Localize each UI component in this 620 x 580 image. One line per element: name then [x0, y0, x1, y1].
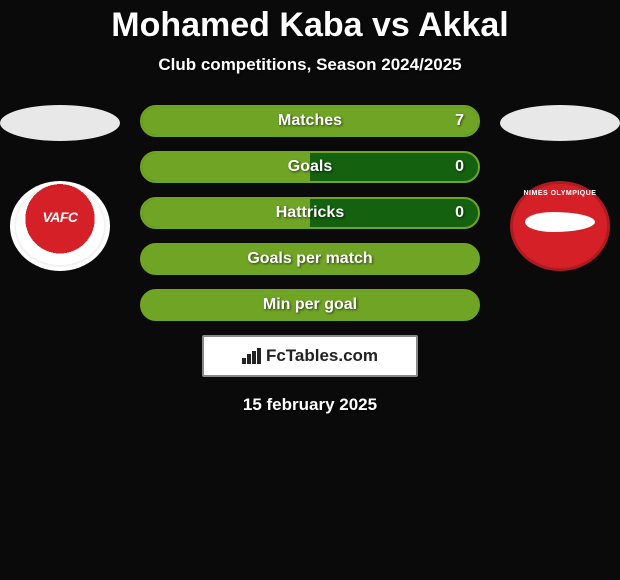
brand-text: FcTables.com [266, 346, 378, 366]
stats-list: Matches7Goals0Hattricks0Goals per matchM… [140, 105, 480, 321]
stat-row: Hattricks0 [140, 197, 480, 229]
brand-box[interactable]: FcTables.com [202, 335, 418, 377]
stat-label: Goals [142, 158, 478, 176]
stat-label: Goals per match [142, 250, 478, 268]
flag-left-placeholder [0, 105, 120, 141]
club-badge-left: VAFC [10, 181, 110, 271]
snapshot-date: 15 february 2025 [0, 395, 620, 415]
club-badge-right: NIMES OLYMPIQUE [510, 181, 610, 271]
stat-row: Matches7 [140, 105, 480, 137]
player-left-column: VAFC [0, 105, 120, 271]
bar-chart-icon [242, 348, 262, 364]
club-badge-left-text: VAFC [42, 209, 77, 225]
stat-value-right: 0 [455, 204, 464, 222]
page-subtitle: Club competitions, Season 2024/2025 [0, 55, 620, 75]
page-title: Mohamed Kaba vs Akkal [0, 0, 620, 45]
flag-right-placeholder [500, 105, 620, 141]
stat-row: Goals per match [140, 243, 480, 275]
stat-row: Min per goal [140, 289, 480, 321]
player-right-column: NIMES OLYMPIQUE [500, 105, 620, 271]
stat-row: Goals0 [140, 151, 480, 183]
stat-label: Min per goal [142, 296, 478, 314]
club-badge-right-text: NIMES OLYMPIQUE [513, 190, 607, 197]
stat-label: Hattricks [142, 204, 478, 222]
crocodile-icon [525, 212, 595, 232]
stat-label: Matches [142, 112, 478, 130]
stat-value-right: 7 [455, 112, 464, 130]
comparison-panel: VAFC NIMES OLYMPIQUE Matches7Goals0Hattr… [0, 105, 620, 415]
stat-value-right: 0 [455, 158, 464, 176]
